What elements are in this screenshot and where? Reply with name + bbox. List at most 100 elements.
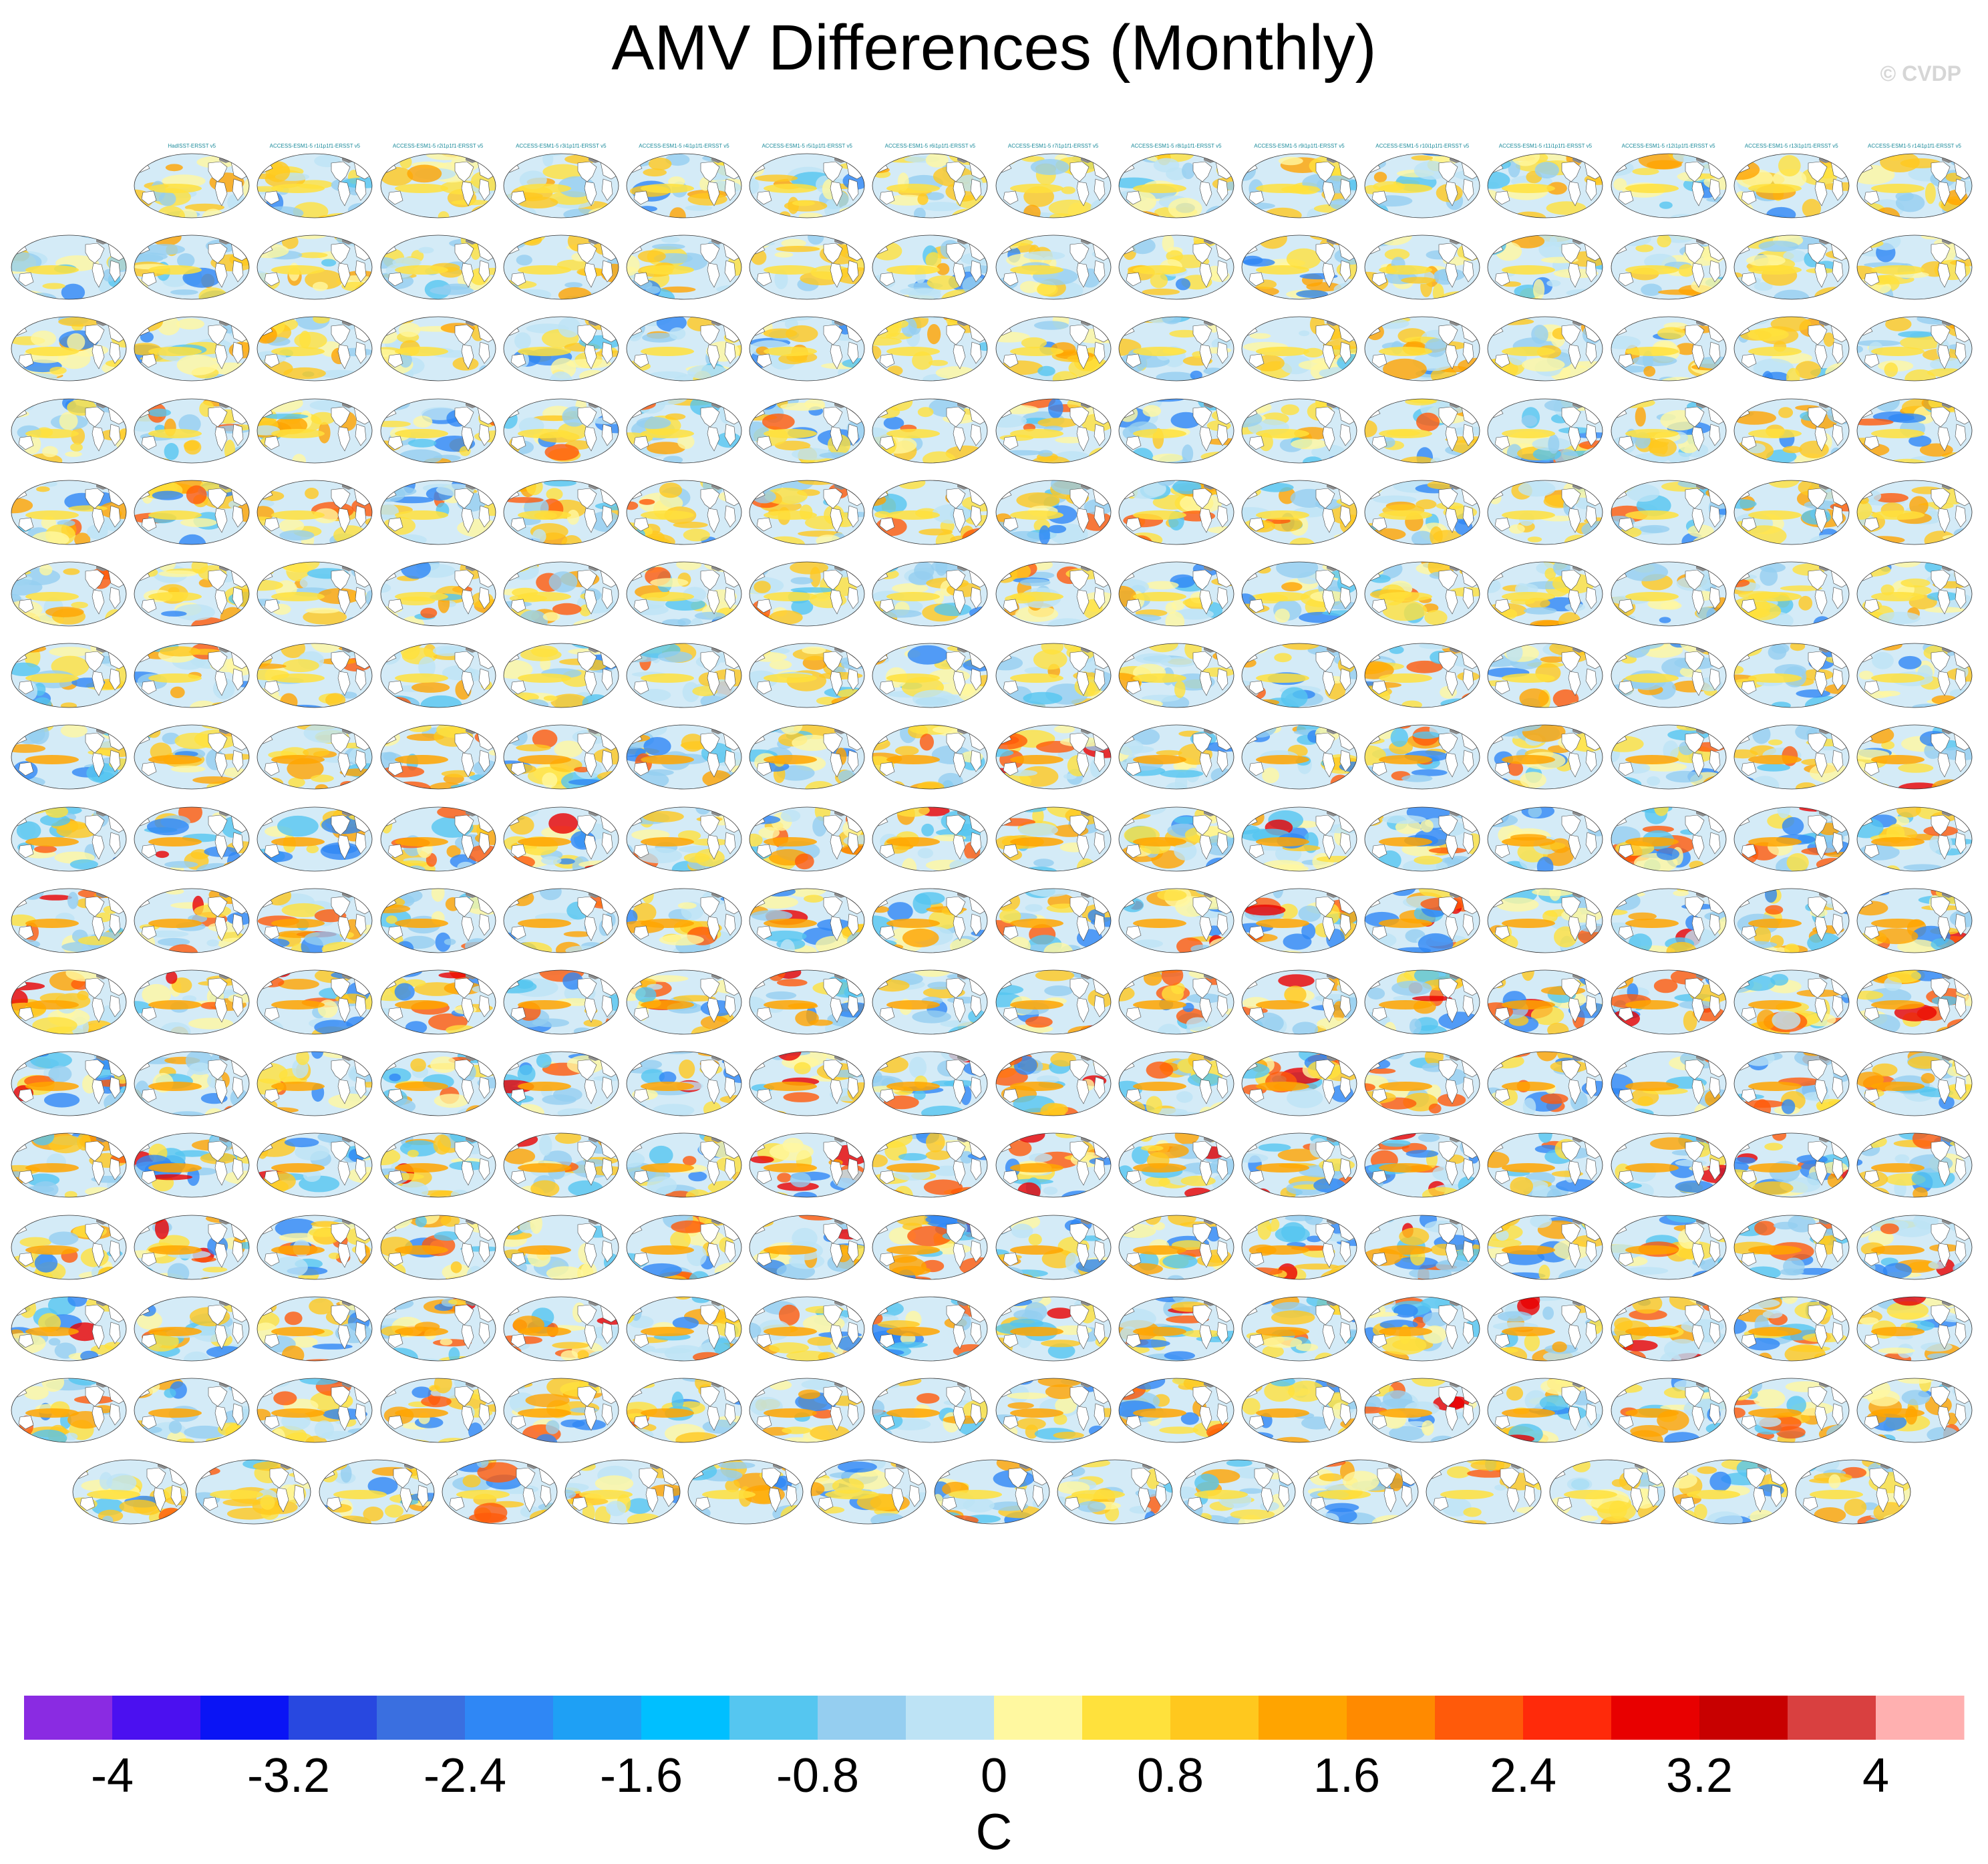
sst-difference-map xyxy=(380,724,496,790)
sst-difference-map xyxy=(1364,153,1480,218)
colorbar-tick-label: 0.8 xyxy=(1137,1749,1204,1803)
colorbar-box xyxy=(818,1696,906,1740)
sst-difference-map xyxy=(1364,316,1480,381)
sst-difference-map xyxy=(11,235,127,300)
sst-difference-map xyxy=(872,724,988,790)
sst-difference-map xyxy=(134,1296,250,1362)
colorbar-box xyxy=(1435,1696,1524,1740)
sst-difference-map xyxy=(1118,235,1234,300)
sst-difference-map xyxy=(503,1132,619,1198)
sst-difference-map xyxy=(380,561,496,627)
sst-difference-map xyxy=(503,806,619,871)
sst-difference-map xyxy=(1364,806,1480,871)
sst-difference-map xyxy=(995,969,1111,1035)
colorbar-box xyxy=(994,1696,1083,1740)
sst-difference-map xyxy=(1856,1132,1973,1198)
sst-difference-map xyxy=(1118,969,1234,1035)
sst-difference-map xyxy=(1733,1051,1850,1116)
sst-difference-map xyxy=(1856,480,1973,545)
sst-difference-map xyxy=(503,1378,619,1443)
sst-difference-map xyxy=(257,643,373,708)
colorbar-tick-label: -2.4 xyxy=(424,1749,506,1803)
sst-difference-map xyxy=(626,561,742,627)
sst-difference-map xyxy=(995,643,1111,708)
sst-difference-map xyxy=(1611,1051,1726,1116)
sst-difference-map xyxy=(134,235,250,300)
sst-difference-map xyxy=(503,153,619,218)
sst-difference-map xyxy=(503,643,619,708)
sst-difference-map xyxy=(749,1378,865,1443)
sst-difference-map xyxy=(749,561,865,627)
sst-difference-map xyxy=(380,1051,496,1116)
sst-difference-map xyxy=(749,153,865,218)
sst-difference-map xyxy=(1118,806,1234,871)
sst-difference-map xyxy=(1487,153,1603,218)
sst-difference-map xyxy=(1672,1459,1788,1525)
sst-difference-map xyxy=(1611,1296,1726,1362)
sst-difference-map xyxy=(380,398,496,463)
sst-difference-map xyxy=(1487,1296,1603,1362)
sst-difference-map xyxy=(872,1215,988,1279)
sst-difference-map xyxy=(1733,643,1850,708)
sst-difference-map xyxy=(1856,1378,1973,1443)
sst-difference-map xyxy=(1241,1296,1357,1362)
sst-difference-map xyxy=(749,806,865,871)
sst-difference-map xyxy=(1241,969,1357,1035)
colorbar-tick-label: -4 xyxy=(91,1749,134,1803)
panel-label: ACCESS-ESM1-5 r7i1p1f1-ERSST v5 xyxy=(1007,143,1099,149)
sst-difference-map xyxy=(1733,1296,1850,1362)
sst-difference-map xyxy=(1241,888,1357,953)
sst-difference-map xyxy=(995,888,1111,953)
panel-label: ACCESS-ESM1-5 r6i1p1f1-ERSST v5 xyxy=(884,143,976,149)
colorbar-box xyxy=(1611,1696,1700,1740)
sst-difference-map xyxy=(1856,1296,1973,1362)
sst-difference-map xyxy=(11,561,127,627)
sst-difference-map xyxy=(1118,1132,1234,1198)
panel-label: ACCESS-ESM1-5 r5i1p1f1-ERSST v5 xyxy=(762,143,852,149)
sst-difference-map xyxy=(1118,888,1234,953)
sst-difference-map xyxy=(872,235,988,300)
sst-difference-map xyxy=(1733,235,1850,300)
sst-difference-map xyxy=(1118,1378,1234,1443)
sst-difference-map xyxy=(380,1132,496,1198)
sst-difference-map xyxy=(1426,1459,1542,1525)
colorbar-box xyxy=(1876,1696,1965,1740)
sst-difference-map xyxy=(380,1215,496,1279)
colorbar-tick-label: 4 xyxy=(1862,1749,1889,1803)
sst-difference-map xyxy=(1611,643,1726,708)
colorbar-unit: C xyxy=(976,1804,1013,1861)
sst-difference-map xyxy=(1611,888,1726,953)
copyright-label: © CVDP xyxy=(1880,61,1961,86)
sst-difference-map xyxy=(1856,969,1973,1035)
sst-difference-map xyxy=(1487,806,1603,871)
sst-difference-map xyxy=(11,1132,127,1198)
colorbar-box xyxy=(465,1696,554,1740)
sst-difference-map xyxy=(995,1296,1111,1362)
sst-difference-map xyxy=(995,561,1111,627)
sst-difference-map xyxy=(1733,1378,1850,1443)
sst-difference-map xyxy=(257,235,373,300)
sst-difference-map xyxy=(319,1459,434,1525)
sst-difference-map xyxy=(1611,969,1726,1035)
sst-difference-map xyxy=(257,153,373,218)
sst-difference-map xyxy=(257,806,373,871)
sst-difference-map xyxy=(1733,806,1850,871)
sst-difference-map xyxy=(872,1296,988,1362)
panel-label: ACCESS-ESM1-5 r11i1p1f1-ERSST v5 xyxy=(1498,143,1593,149)
sst-difference-map xyxy=(503,561,619,627)
sst-difference-map xyxy=(872,969,988,1035)
sst-difference-map xyxy=(1241,1051,1357,1116)
colorbar-box xyxy=(1082,1696,1171,1740)
sst-difference-map xyxy=(749,316,865,381)
chart-title: AMV Differences (Monthly) xyxy=(611,12,1377,84)
sst-difference-map xyxy=(134,1378,250,1443)
colorbar-box xyxy=(1259,1696,1347,1740)
sst-difference-map xyxy=(1733,561,1850,627)
sst-difference-map xyxy=(995,235,1111,300)
sst-difference-map xyxy=(626,480,742,545)
sst-difference-map xyxy=(1487,1378,1603,1443)
sst-difference-map xyxy=(134,888,250,953)
sst-difference-map xyxy=(134,398,250,463)
sst-difference-map xyxy=(1241,153,1357,218)
panel-label: ACCESS-ESM1-5 r3i1p1f1-ERSST v5 xyxy=(516,143,607,149)
